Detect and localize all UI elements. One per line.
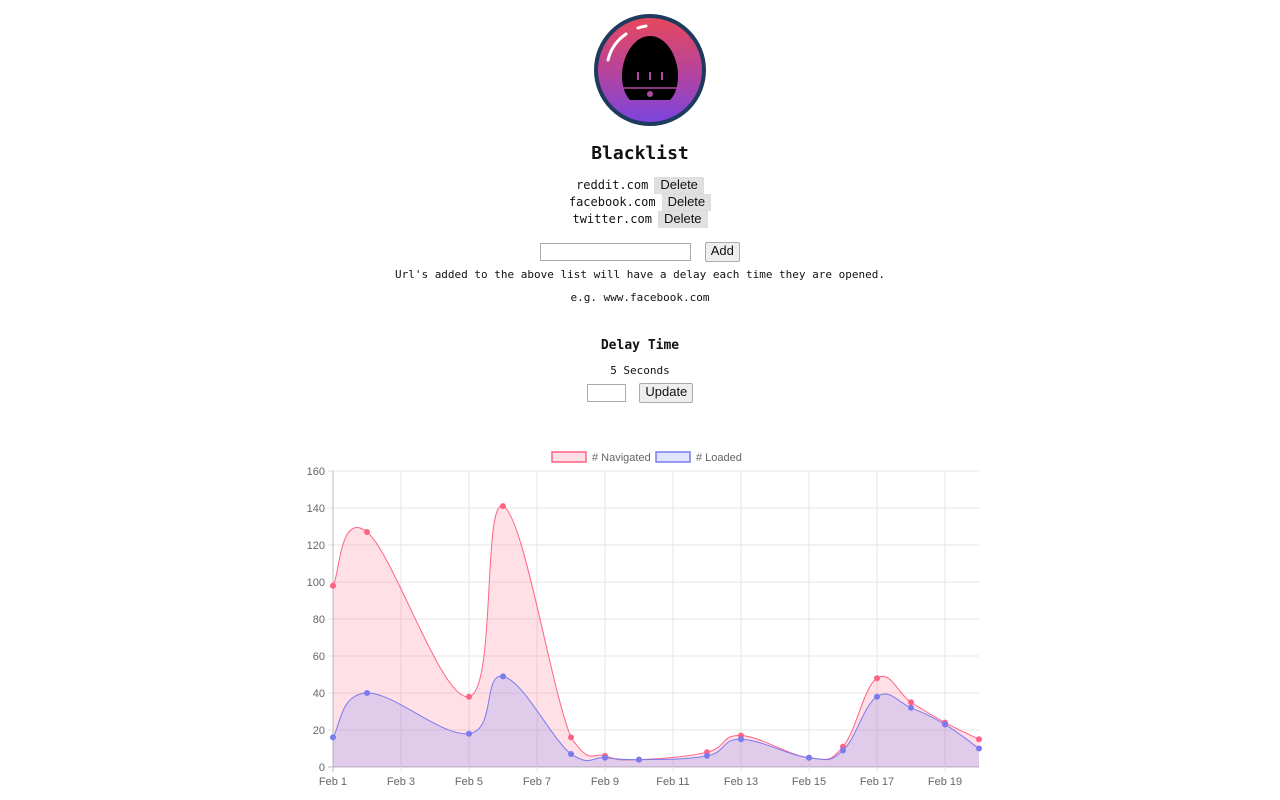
line-chart: 0 20 40 60 80 100 120 140 160 Feb 1 Feb 3 Feb 5 Feb … [307, 451, 982, 788]
data-point [330, 582, 336, 589]
data-point [908, 704, 914, 711]
delay-current: 5 Seconds [610, 364, 670, 377]
series-area-0 [333, 505, 979, 767]
delay-input[interactable] [586, 383, 626, 402]
example-text: e.g. www.facebook.com [570, 291, 710, 304]
x-tick-label: Feb 19 [928, 776, 962, 788]
y-tick-label: 100 [307, 577, 325, 589]
egg-timer-logo [594, 14, 706, 126]
blacklist-url: facebook.com [568, 195, 656, 209]
x-tick-label: Feb 7 [523, 776, 551, 788]
delay-title: Delay Time [600, 338, 680, 353]
delete-button[interactable]: Delete [657, 211, 708, 228]
data-point [874, 675, 880, 682]
blacklist-url: reddit.com [576, 178, 649, 192]
data-point [500, 503, 506, 510]
x-tick-label: Feb 13 [724, 776, 758, 788]
data-point [500, 673, 506, 680]
add-button[interactable]: Add [704, 241, 740, 262]
list-item: reddit.com Delete [0, 177, 1280, 194]
y-tick-label: 20 [313, 725, 325, 737]
y-tick-label: 60 [313, 651, 325, 663]
data-point [704, 752, 710, 759]
x-tick-label: Feb 1 [319, 776, 347, 788]
data-point [806, 754, 812, 761]
y-tick-label: 0 [319, 762, 325, 774]
list-item: twitter.com Delete [0, 211, 1280, 228]
data-point [364, 690, 370, 696]
series-area-1 [333, 676, 979, 767]
x-tick-label: Feb 17 [860, 776, 894, 788]
y-tick-label: 120 [307, 540, 325, 552]
data-point [908, 699, 914, 706]
delete-button[interactable]: Delete [661, 194, 712, 211]
help-text: Url's added to the above list will have … [394, 268, 886, 281]
y-tick-label: 80 [313, 614, 325, 626]
y-tick-label: 40 [313, 688, 325, 700]
data-point [976, 736, 982, 743]
blacklist-url: twitter.com [572, 212, 652, 226]
x-tick-label: Feb 3 [387, 776, 415, 788]
x-tick-label: Feb 5 [455, 776, 483, 788]
blacklist-title: Blacklist [591, 143, 689, 164]
data-point [976, 745, 982, 752]
data-point [466, 730, 472, 737]
delete-button[interactable]: Delete [654, 177, 704, 194]
legend-label: # Navigated [592, 452, 651, 464]
data-point [874, 693, 880, 700]
data-point [568, 751, 574, 758]
y-tick-label: 160 [307, 466, 325, 478]
data-point [568, 734, 574, 741]
data-point [840, 747, 846, 754]
data-point [466, 693, 472, 700]
series-line-1 [332, 675, 980, 762]
data-point [942, 721, 948, 728]
legend-label: # Loaded [696, 452, 742, 464]
data-point [330, 734, 336, 741]
x-tick-label: Feb 11 [656, 776, 689, 788]
data-point [738, 736, 744, 743]
blacklist-list: reddit.com Delete facebook.com Delete twit… [0, 177, 1280, 228]
x-tick-label: Feb 15 [792, 776, 826, 788]
y-tick-label: 140 [307, 503, 325, 515]
legend-swatch [655, 451, 691, 463]
x-tick-label: Feb 9 [591, 776, 619, 788]
list-item: facebook.com Delete [0, 194, 1280, 211]
data-point [602, 754, 608, 761]
legend-swatch [551, 451, 587, 463]
url-input[interactable] [540, 242, 692, 261]
data-point [364, 529, 370, 536]
data-point [636, 756, 642, 763]
update-button[interactable]: Update [639, 382, 694, 403]
